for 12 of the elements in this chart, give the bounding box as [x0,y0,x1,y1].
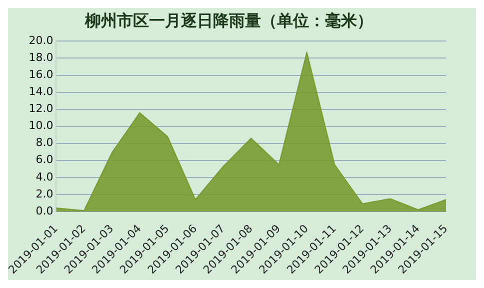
y-tick-label: 16.0 [28,68,54,82]
y-tick-label: 0.0 [36,204,54,218]
chart-title: 柳州市区一月逐日降雨量（单位：毫米） [84,10,373,30]
y-tick-label: 12.0 [28,102,54,116]
y-tick-label: 6.0 [36,153,54,166]
y-tick-label: 20.0 [28,34,54,48]
y-tick-label: 4.0 [36,170,54,184]
y-tick-label: 8.0 [36,136,54,150]
y-tick-label: 14.0 [28,85,54,98]
y-tick-label: 18.0 [28,51,54,64]
y-tick-label: 10.0 [28,119,54,132]
y-tick-label: 2.0 [36,187,54,200]
